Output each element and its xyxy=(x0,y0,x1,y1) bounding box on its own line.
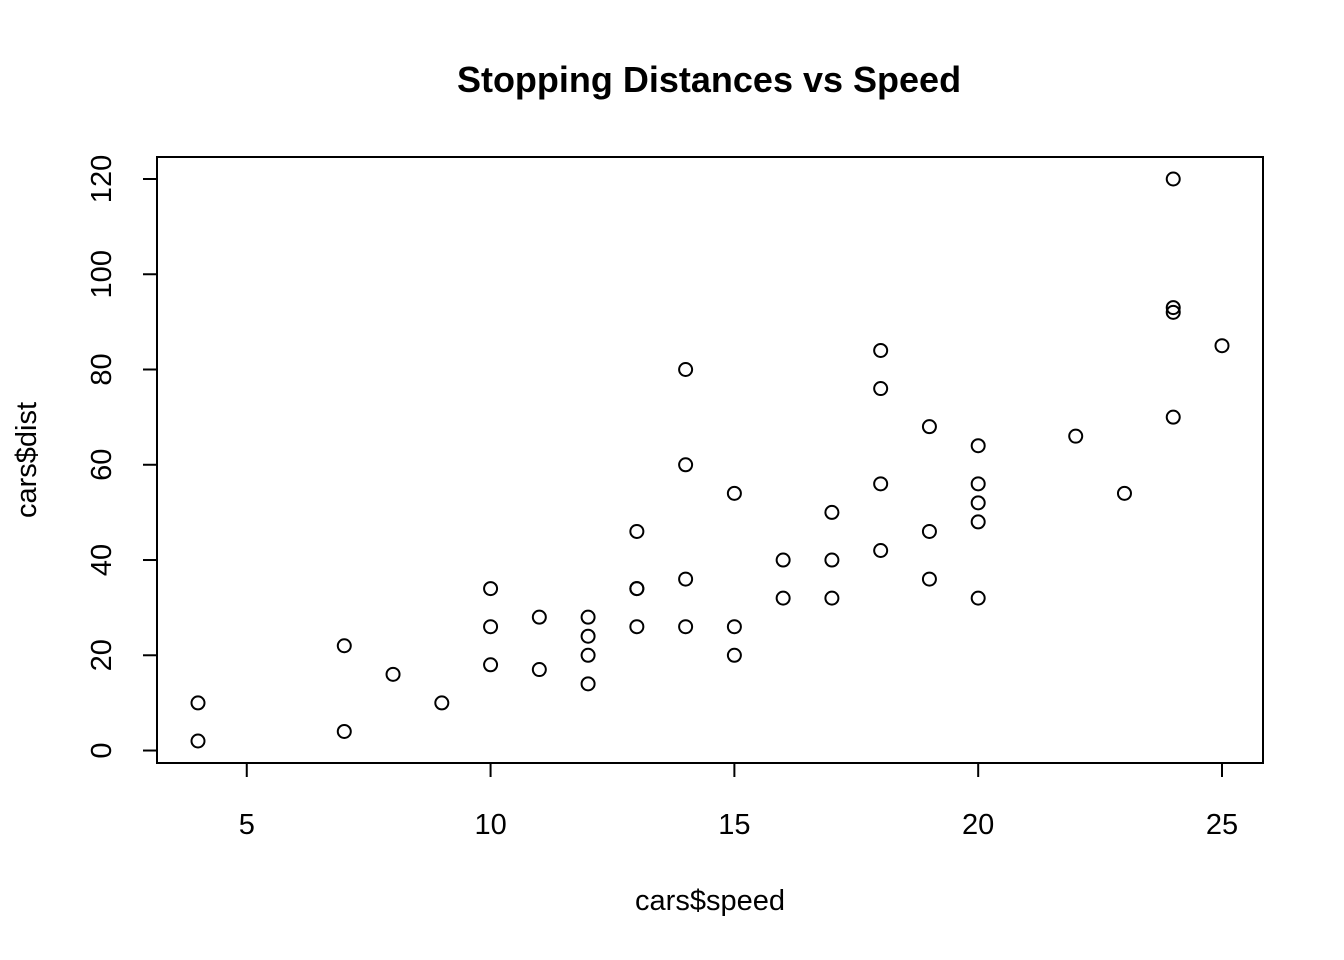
data-point xyxy=(970,514,986,530)
data-point xyxy=(531,662,547,678)
data-point xyxy=(1165,409,1181,425)
x-tick-label: 10 xyxy=(474,809,506,841)
y-tick-label: 40 xyxy=(86,544,118,576)
data-point xyxy=(1214,338,1230,354)
y-tick-label: 0 xyxy=(86,742,118,758)
x-tick-label: 20 xyxy=(962,809,994,841)
data-point xyxy=(970,438,986,454)
data-points xyxy=(190,171,1230,749)
data-point xyxy=(336,723,352,739)
x-tick-label: 25 xyxy=(1206,809,1238,841)
data-point xyxy=(970,495,986,511)
data-point xyxy=(629,619,645,635)
data-point xyxy=(190,733,206,749)
data-point xyxy=(873,381,889,397)
data-point xyxy=(336,638,352,654)
y-tick-label: 20 xyxy=(86,639,118,671)
data-point xyxy=(678,362,694,378)
data-point xyxy=(385,666,401,682)
y-tick-label: 100 xyxy=(86,250,118,298)
chart-title: Stopping Distances vs Speed xyxy=(457,59,961,100)
data-point xyxy=(190,695,206,711)
data-point xyxy=(921,419,937,435)
data-point xyxy=(775,552,791,568)
data-point xyxy=(483,581,499,597)
data-point xyxy=(970,590,986,606)
data-point xyxy=(1068,428,1084,444)
data-point xyxy=(629,523,645,539)
y-tick-label: 120 xyxy=(86,155,118,203)
data-point xyxy=(824,590,840,606)
data-point xyxy=(580,676,596,692)
data-point xyxy=(531,609,547,625)
data-point xyxy=(678,619,694,635)
data-point xyxy=(580,609,596,625)
x-axis-label: cars$speed xyxy=(635,885,785,917)
data-point xyxy=(873,342,889,358)
data-point xyxy=(580,628,596,644)
y-axis: 0 20 40 60 80 100 120 xyxy=(86,155,158,759)
data-point xyxy=(726,485,742,501)
data-point xyxy=(483,657,499,673)
x-tick-label: 5 xyxy=(239,809,255,841)
y-tick-label: 80 xyxy=(86,353,118,385)
data-point xyxy=(580,647,596,663)
x-tick-label: 15 xyxy=(718,809,750,841)
data-point xyxy=(873,476,889,492)
data-point xyxy=(824,552,840,568)
data-point xyxy=(1165,171,1181,187)
data-point xyxy=(824,504,840,520)
data-point xyxy=(775,590,791,606)
data-point xyxy=(1165,300,1181,316)
data-point xyxy=(921,523,937,539)
data-point xyxy=(726,647,742,663)
data-point xyxy=(970,476,986,492)
data-point xyxy=(1165,304,1181,320)
y-axis-label: cars$dist xyxy=(11,402,43,518)
data-point xyxy=(873,542,889,558)
data-point xyxy=(678,457,694,473)
data-point xyxy=(483,619,499,635)
data-point xyxy=(678,571,694,587)
y-tick-label: 60 xyxy=(86,449,118,481)
x-axis: 5 10 15 20 25 xyxy=(239,762,1238,841)
data-point xyxy=(629,581,645,597)
data-point xyxy=(434,695,450,711)
data-point xyxy=(921,571,937,587)
data-point xyxy=(726,619,742,635)
plot-frame xyxy=(156,156,1264,764)
data-point xyxy=(1116,485,1132,501)
